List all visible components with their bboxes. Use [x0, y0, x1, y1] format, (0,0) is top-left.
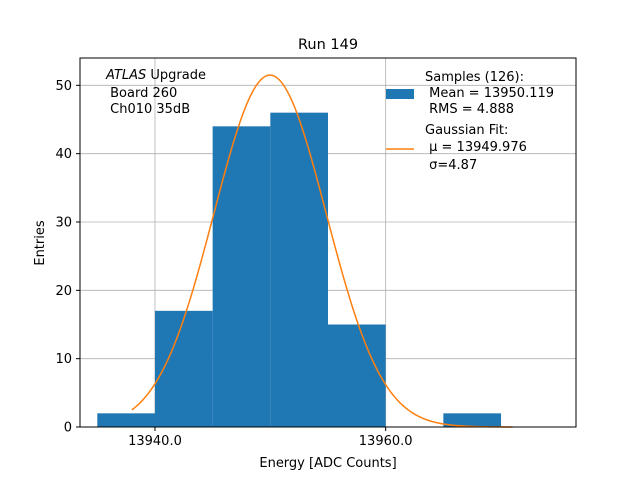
legend-hist-swatch — [386, 89, 414, 99]
svg-text:ATLAS Upgrade: ATLAS Upgrade — [105, 68, 206, 83]
y-tick-label-1: 10 — [55, 352, 72, 367]
annotation-upgrade: Upgrade — [146, 68, 206, 83]
y-tick-label-0: 0 — [64, 421, 72, 436]
legend-sigma: σ=4.87 — [425, 158, 477, 173]
histogram-bar-0 — [97, 413, 155, 427]
plot-frame — [79, 57, 577, 428]
x-axis-ticks: 13940.0 13960.0 — [128, 427, 413, 449]
y-axis-label: Entries — [33, 220, 48, 266]
x-tick-label-0: 13940.0 — [128, 434, 182, 449]
legend-mean: Mean = 13950.119 — [425, 86, 554, 101]
x-axis-label: Energy [ADC Counts] — [259, 456, 396, 471]
legend-mu: μ = 13949.976 — [425, 140, 527, 155]
histogram-bar-4 — [328, 324, 386, 427]
legend: Samples (126): Mean = 13950.119 RMS = 4.… — [386, 70, 554, 173]
histogram-bar-1 — [154, 310, 213, 427]
y-tick-label-2: 20 — [55, 284, 72, 299]
annotation-channel: Ch010 35dB — [106, 102, 190, 117]
legend-samples: Samples (126): — [425, 70, 524, 85]
histogram-bar-3 — [270, 112, 328, 428]
y-tick-label-5: 50 — [55, 79, 72, 94]
chart-title: Run 149 — [298, 37, 358, 53]
y-axis-ticks: 0 10 20 30 40 50 — [55, 79, 80, 436]
y-tick-label-3: 30 — [55, 216, 72, 231]
annotation-atlas: ATLAS — [105, 68, 146, 83]
histogram-bars — [97, 112, 502, 428]
gaussian-fit-curve — [131, 74, 513, 428]
atlas-annotation: ATLAS Upgrade Board 260 Ch010 35dB — [105, 68, 206, 117]
histogram-bar-6 — [443, 413, 502, 427]
x-tick-label-1: 13960.0 — [359, 434, 413, 449]
annotation-board: Board 260 — [106, 86, 177, 101]
y-tick-label-4: 40 — [55, 147, 72, 162]
legend-rms: RMS = 4.888 — [425, 102, 514, 117]
legend-fit-title: Gaussian Fit: — [425, 123, 508, 138]
histogram-bar-2 — [212, 126, 271, 427]
